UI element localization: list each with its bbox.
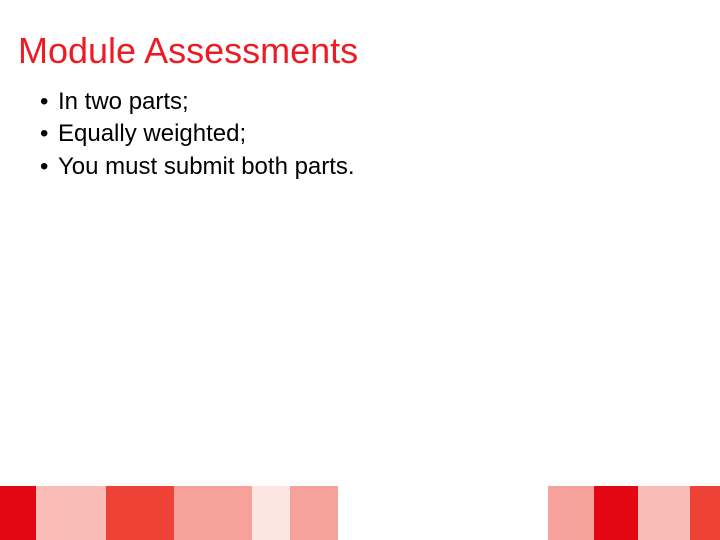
- decorative-block: [252, 486, 290, 540]
- decorative-block: [594, 486, 638, 540]
- decorative-block: [290, 486, 338, 540]
- decorative-block: [548, 486, 594, 540]
- decorative-block: [106, 486, 174, 540]
- list-item: In two parts;: [36, 86, 355, 118]
- decorative-block: [36, 486, 106, 540]
- decorative-block: [638, 486, 690, 540]
- list-item: You must submit both parts.: [36, 151, 355, 183]
- slide-title: Module Assessments: [18, 30, 358, 72]
- decorative-block: [0, 486, 36, 540]
- list-item: Equally weighted;: [36, 118, 355, 150]
- decorative-block: [690, 486, 720, 540]
- bullet-list: In two parts; Equally weighted; You must…: [36, 86, 355, 183]
- slide: Module Assessments In two parts; Equally…: [0, 0, 720, 540]
- decorative-block: [174, 486, 252, 540]
